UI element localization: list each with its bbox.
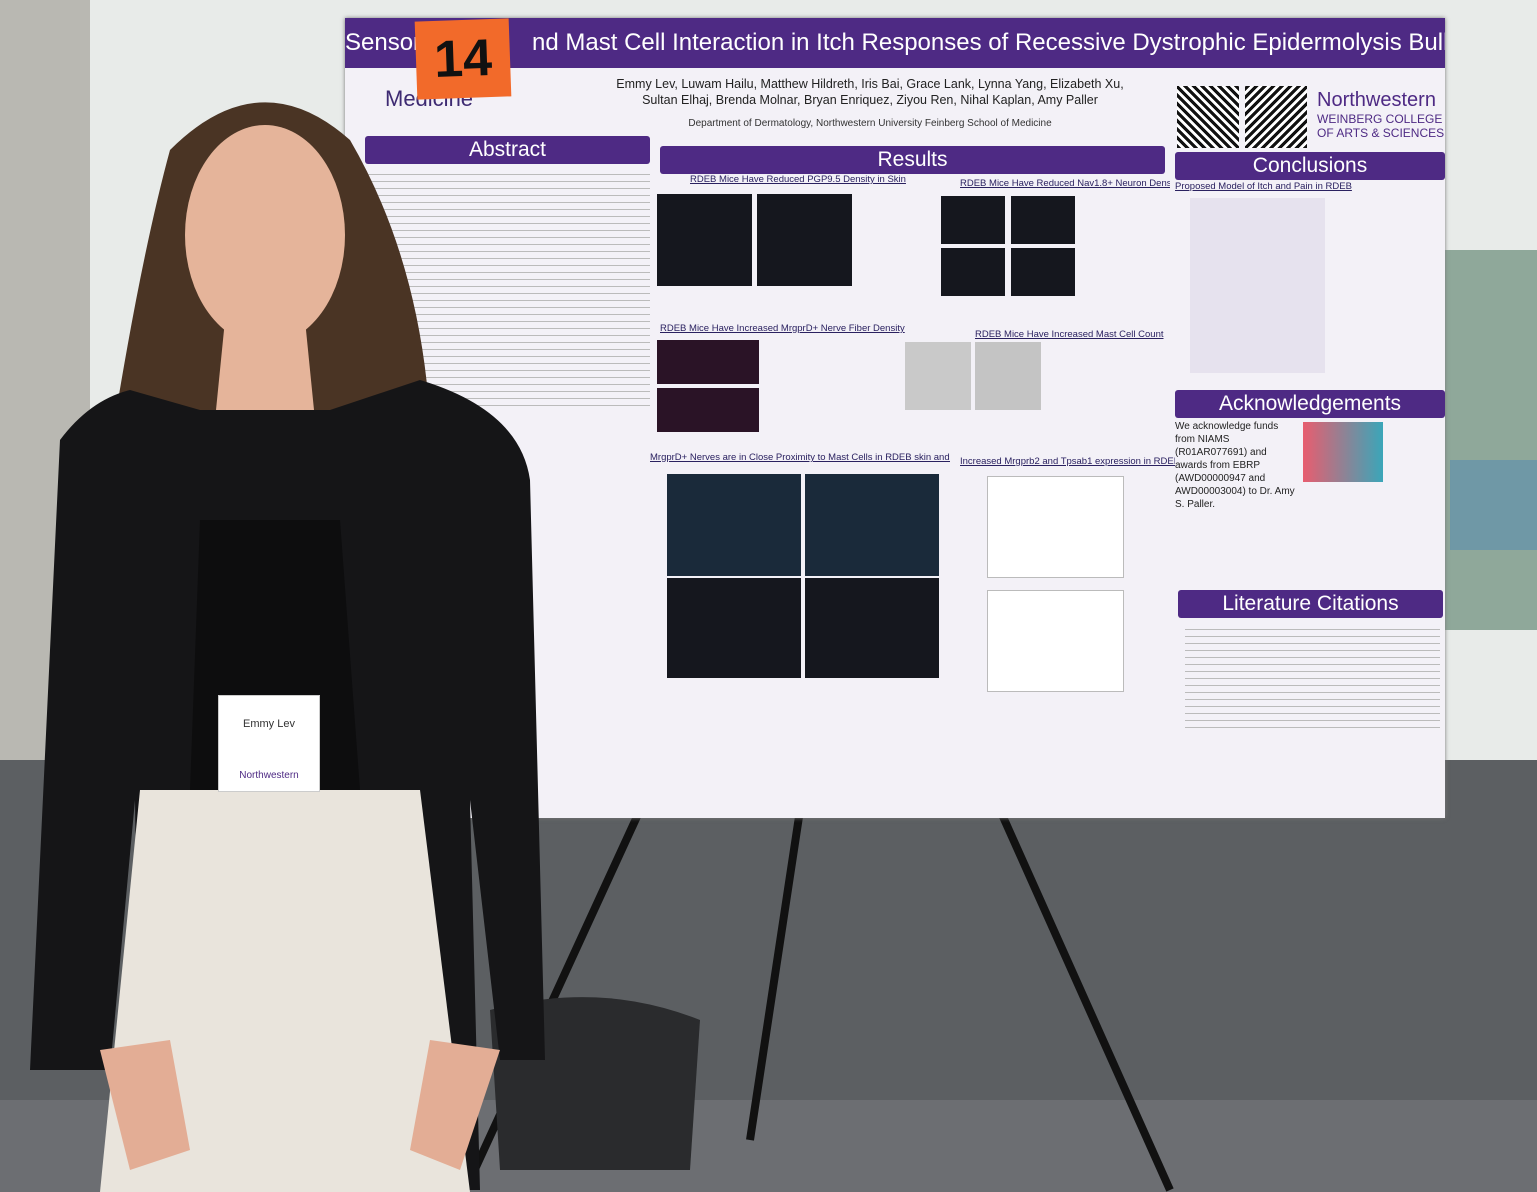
subhead: MrgprD+ Nerves are in Close Proximity to…: [650, 452, 950, 463]
badge-name: Emmy Lev: [243, 718, 295, 730]
trousers: [100, 790, 470, 1192]
badge-org: Northwestern: [239, 770, 299, 781]
acknowledgement-text: We acknowledge funds from NIAMS (R01AR07…: [1175, 421, 1295, 510]
neck: [215, 320, 315, 420]
section-header: Acknowledgements: [1175, 390, 1445, 418]
hands: [100, 1040, 500, 1170]
bar-chart-panel: [987, 590, 1124, 692]
section-header: Conclusions: [1175, 152, 1445, 180]
micrograph: [667, 578, 801, 678]
logo-right: Northwestern WEINBERG COLLEGE OF ARTS & …: [1317, 88, 1444, 140]
micrograph: [941, 196, 1005, 244]
ebrp-logo: [1303, 422, 1383, 482]
section-header: Abstract: [365, 136, 650, 164]
subhead: RDEB Mice Have Increased MrgprD+ Nerve F…: [660, 323, 905, 334]
logo-line: OF ARTS & SCIENCES: [1317, 126, 1445, 140]
micrograph: [975, 342, 1041, 410]
citations-text: [1185, 623, 1440, 733]
window-view: [1430, 250, 1537, 630]
micrograph: [805, 578, 939, 678]
subhead: RDEB Mice Have Reduced PGP9.5 Density in…: [690, 174, 906, 185]
subhead: Increased Mrgprb2 and Tpsab1 expression …: [960, 456, 1175, 467]
logo-line: WEINBERG COLLEGE: [1317, 112, 1443, 126]
section-header: Results: [660, 146, 1165, 174]
bar-chart-panel: [987, 476, 1124, 578]
title-right: nd Mast Cell Interaction in Itch Respons…: [532, 29, 1445, 56]
micrograph: [805, 474, 939, 576]
micrograph: [657, 340, 759, 384]
logo-line: Northwestern: [1317, 89, 1436, 111]
face: [185, 125, 345, 345]
micrograph: [657, 194, 752, 286]
qr-code: [1245, 86, 1307, 148]
micrograph: [1011, 196, 1075, 244]
micrograph: [667, 474, 801, 576]
subhead: Proposed Model of Itch and Pain in RDEB: [1175, 181, 1352, 192]
authors: Emmy Lev, Luwam Hailu, Matthew Hildreth,…: [616, 77, 1124, 107]
subhead: RDEB Mice Have Increased Mast Cell Count: [975, 329, 1164, 340]
model-diagram: [1190, 198, 1325, 373]
name-badge: Emmy Lev Northwestern: [218, 695, 320, 792]
micrograph: [757, 194, 852, 286]
lake: [1450, 460, 1537, 550]
micrograph: [941, 248, 1005, 296]
micrograph: [1011, 248, 1075, 296]
section-header: Literature Citations: [1178, 590, 1443, 618]
subhead: RDEB Mice Have Reduced Nav1.8+ Neuron De…: [960, 178, 1170, 189]
micrograph: [905, 342, 971, 410]
qr-code: [1177, 86, 1239, 148]
department: Department of Dermatology, Northwestern …: [688, 118, 1052, 129]
micrograph: [657, 388, 759, 432]
